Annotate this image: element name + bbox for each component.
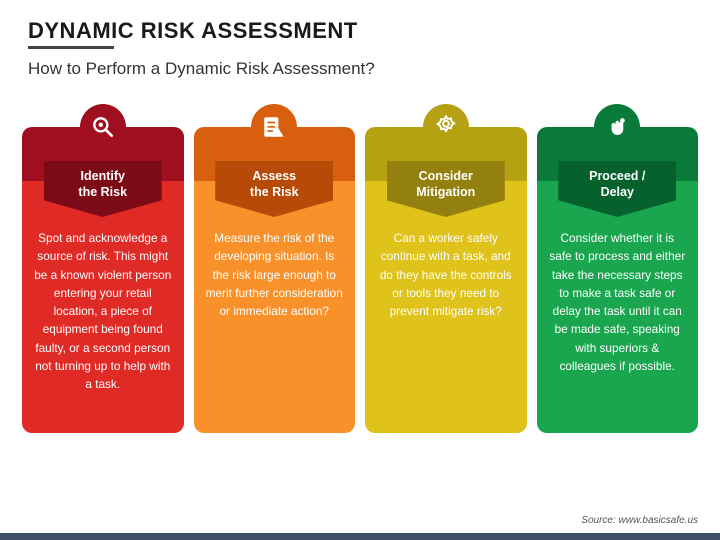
card-label-chevron: Consider Mitigation xyxy=(387,161,505,217)
card-label: Identify the Risk xyxy=(72,165,133,212)
card-3: Proceed / Delay Consider whether it is s… xyxy=(537,127,699,433)
card-text: Consider whether it is safe to process a… xyxy=(549,229,687,375)
card-body: Consider whether it is safe to process a… xyxy=(537,181,699,433)
card-label: Proceed / Delay xyxy=(583,165,651,212)
page-subtitle: How to Perform a Dynamic Risk Assessment… xyxy=(28,59,692,79)
title-underline xyxy=(28,46,114,49)
card-body: Spot and acknowledge a source of risk. T… xyxy=(22,181,184,433)
card-label-chevron: Assess the Risk xyxy=(215,161,333,217)
fist-icon xyxy=(594,104,640,150)
page-title: DYNAMIC RISK ASSESSMENT xyxy=(28,18,692,44)
card-0: Identify the Risk Spot and acknowledge a… xyxy=(22,127,184,433)
cards-row: Identify the Risk Spot and acknowledge a… xyxy=(0,87,720,433)
header: DYNAMIC RISK ASSESSMENT How to Perform a… xyxy=(0,0,720,87)
card-body: Measure the risk of the developing situa… xyxy=(194,181,356,433)
gear-icon xyxy=(423,104,469,150)
card-label-chevron: Identify the Risk xyxy=(44,161,162,217)
footer-bar xyxy=(0,533,720,540)
checklist-icon xyxy=(251,104,297,150)
card-2: Consider Mitigation Can a worker safely … xyxy=(365,127,527,433)
card-label: Assess the Risk xyxy=(244,165,305,212)
card-body: Can a worker safely continue with a task… xyxy=(365,181,527,433)
card-text: Spot and acknowledge a source of risk. T… xyxy=(34,229,172,394)
card-label-chevron: Proceed / Delay xyxy=(558,161,676,217)
card-text: Measure the risk of the developing situa… xyxy=(206,229,344,320)
card-1: Assess the Risk Measure the risk of the … xyxy=(194,127,356,433)
card-label: Consider Mitigation xyxy=(410,165,481,212)
source-citation: Source: www.basicsafe.us xyxy=(581,515,698,526)
card-text: Can a worker safely continue with a task… xyxy=(377,229,515,320)
magnify-icon xyxy=(80,104,126,150)
